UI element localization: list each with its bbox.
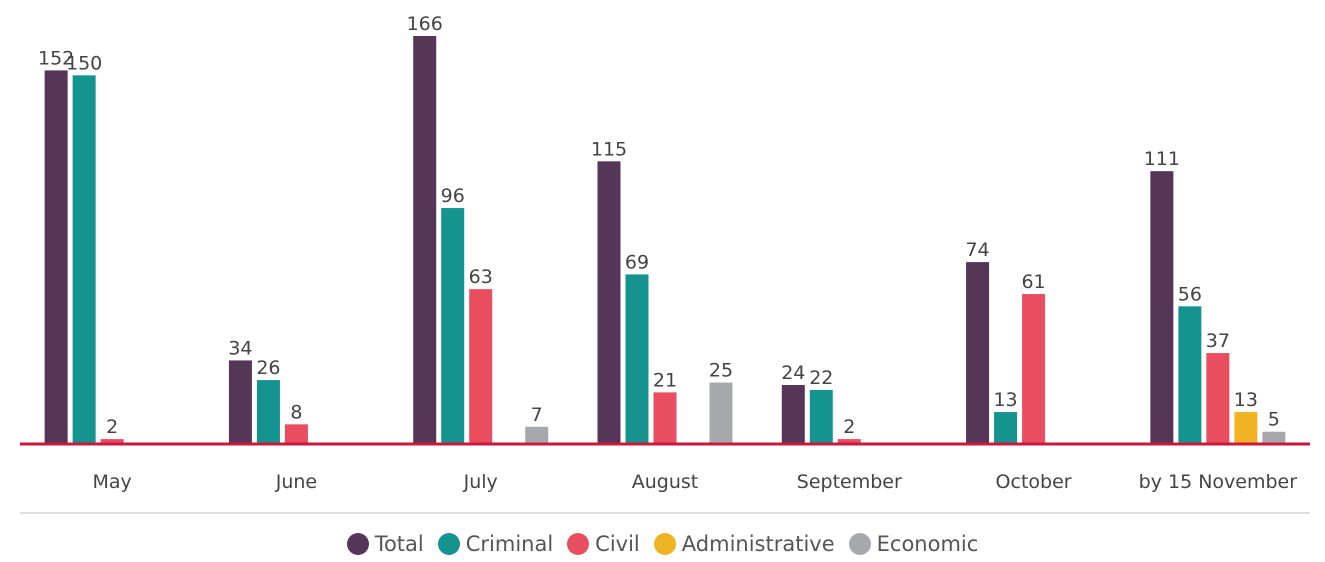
bar [709,382,733,444]
bar [228,360,252,444]
x-tick-label: by 15 November [1139,471,1298,493]
bar [1150,171,1174,444]
value-label: 21 [653,369,677,391]
x-tick-label: July [463,471,498,493]
value-label: 111 [1144,148,1180,170]
value-label: 2 [106,416,118,438]
value-label: 26 [256,357,280,379]
legend-label: Total [374,532,424,556]
x-tick-label: August [632,471,699,493]
bar [625,274,649,444]
bar [284,424,308,444]
legend-swatch [437,533,460,555]
value-label: 25 [709,360,733,382]
legend-item: Total [346,532,424,556]
value-label: 8 [290,401,302,423]
bar [781,385,805,444]
legend-swatch [653,533,676,555]
bar [525,426,549,444]
x-tick-label: October [996,471,1072,493]
legend-item: Civil [567,532,640,556]
value-label: 22 [809,367,833,389]
legend-label: Criminal [465,532,554,556]
legend-swatch [567,533,590,555]
bar [1178,306,1202,444]
x-tick-label: May [93,471,132,493]
legend-label: Administrative [681,532,835,556]
value-label: 150 [66,52,102,74]
legend: Total Criminal Civil Administrative Economic [0,532,1325,556]
bar [966,262,990,444]
value-label: 37 [1206,330,1230,352]
legend-item: Administrative [653,532,835,556]
legend-swatch [346,533,369,555]
value-label: 115 [591,138,627,160]
legend-label: Civil [595,532,640,556]
bar [413,36,437,444]
legend-item: Criminal [437,532,554,556]
bar [256,380,280,444]
bar [100,439,124,444]
bar [809,389,833,444]
legend-item: Economic [848,532,979,556]
x-tick-label: June [275,471,317,493]
value-label: 96 [441,185,465,207]
legend-label: Economic [876,532,979,556]
value-label: 152 [38,47,74,69]
bar [1022,294,1046,444]
bar [72,75,96,444]
bar [597,161,621,444]
bar [653,392,677,444]
bar [469,289,493,444]
value-label: 74 [965,239,989,261]
value-label: 7 [531,404,543,426]
bar [44,70,68,444]
value-label: 13 [993,389,1017,411]
bar [1234,412,1258,444]
bar [837,439,861,444]
value-label: 69 [625,251,649,273]
value-label: 24 [781,362,805,384]
value-label: 13 [1234,389,1258,411]
value-label: 61 [1021,271,1045,293]
bar [1262,431,1286,444]
value-label: 63 [469,266,493,288]
value-label: 56 [1178,283,1202,305]
x-tick-label: September [797,471,902,493]
value-label: 34 [228,337,252,359]
bar [441,208,465,444]
bar [994,412,1018,444]
bar [1206,353,1230,444]
value-label: 2 [843,416,855,438]
legend-swatch [848,533,871,555]
value-label: 166 [407,13,443,35]
value-label: 5 [1268,409,1280,431]
